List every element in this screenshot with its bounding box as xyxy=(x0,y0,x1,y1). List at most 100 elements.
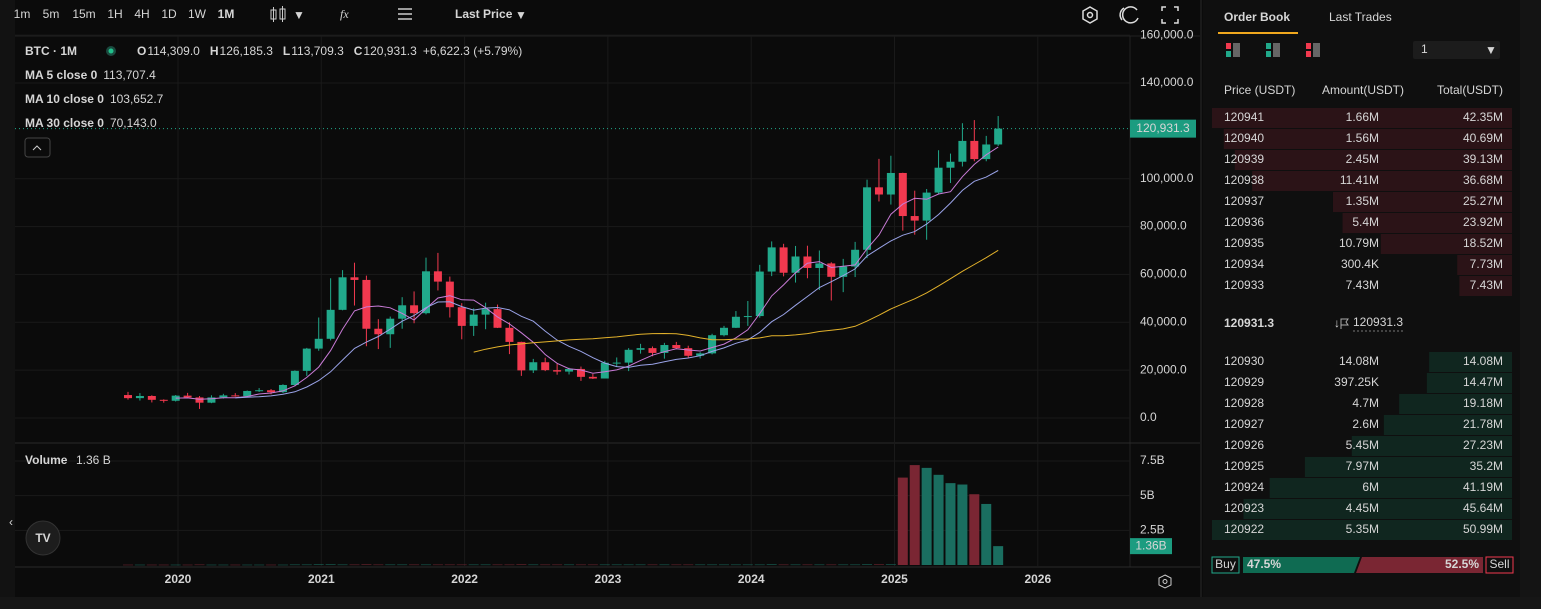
total: 39.13M xyxy=(1463,152,1503,166)
volume-bar xyxy=(707,564,718,566)
mid-price: 120931.3 xyxy=(1224,316,1274,330)
price-type[interactable]: Last Price xyxy=(455,7,513,21)
candle-body xyxy=(982,144,991,160)
candle-body xyxy=(672,345,681,349)
volume-bar xyxy=(432,564,443,566)
candle-body xyxy=(159,399,168,401)
amount: 1.56M xyxy=(1346,131,1379,145)
amount: 14.08M xyxy=(1339,354,1379,368)
volume-bar xyxy=(349,564,360,566)
candle-body xyxy=(422,271,430,314)
layout-icon[interactable] xyxy=(1266,51,1271,57)
candle-body xyxy=(541,362,550,371)
layout-icon[interactable] xyxy=(1233,43,1240,57)
sell-box xyxy=(1485,556,1514,574)
candle-body xyxy=(219,395,228,398)
candle-body xyxy=(326,309,335,339)
logo-mark: TV xyxy=(35,531,50,545)
depth-bar xyxy=(1457,255,1512,275)
indicators-button[interactable]: fx xyxy=(340,7,349,21)
x-tick-label: 2023 xyxy=(595,572,622,586)
timeframe[interactable]: 1m xyxy=(14,7,31,21)
price: 120937 xyxy=(1224,194,1264,208)
y-tick-label: 20,000.0 xyxy=(1140,362,1187,376)
candle-body xyxy=(481,309,490,315)
layout-icon[interactable] xyxy=(1266,43,1271,49)
candle-body xyxy=(946,161,955,168)
volume-bar xyxy=(277,564,288,566)
ma-line xyxy=(473,249,999,353)
menu-button[interactable] xyxy=(398,8,412,20)
volume-bar xyxy=(504,564,515,566)
dropdown-arrow[interactable]: ▼ xyxy=(515,8,527,22)
ohlc-key: C xyxy=(354,44,363,58)
candle-body xyxy=(576,368,585,377)
collapse-arrow[interactable]: ‹ xyxy=(9,515,13,529)
candle-body xyxy=(243,390,252,397)
timeframe[interactable]: 1H xyxy=(107,7,122,21)
candle-body xyxy=(207,397,216,403)
volume-bar xyxy=(325,564,336,565)
timeframe[interactable]: 15m xyxy=(72,7,95,21)
volume-bar xyxy=(170,564,181,566)
timeframe[interactable]: 1W xyxy=(188,7,207,21)
dropdown-arrow[interactable]: ▼ xyxy=(293,8,305,22)
ohlc-key: O xyxy=(137,44,146,58)
price: 120936 xyxy=(1224,215,1264,229)
amount: 6M xyxy=(1362,480,1379,494)
collapse-legend-button[interactable] xyxy=(24,137,51,158)
toolbar-right-icons[interactable] xyxy=(1082,6,1179,24)
y-tick-label: 140,000.0 xyxy=(1140,75,1194,89)
layout-icon[interactable] xyxy=(1226,43,1231,49)
ma-line xyxy=(235,170,999,399)
volume-bar xyxy=(647,564,658,566)
price: 120927 xyxy=(1224,417,1264,431)
layout-icon[interactable] xyxy=(1313,43,1320,57)
depth-bar xyxy=(1459,276,1512,296)
volume-bar xyxy=(921,467,932,565)
volume-bar xyxy=(611,564,622,566)
candle-type-button[interactable] xyxy=(270,6,286,22)
total: 50.99M xyxy=(1463,522,1503,536)
layout-icon[interactable] xyxy=(1306,43,1311,49)
tab[interactable]: Last Trades xyxy=(1329,10,1392,24)
x-tick-label: 2020 xyxy=(165,572,192,586)
depth-bar xyxy=(1351,436,1512,456)
y-tick-label: 60,000.0 xyxy=(1140,267,1187,281)
y-tick-label: 80,000.0 xyxy=(1140,219,1187,233)
tab-active[interactable]: Order Book xyxy=(1224,10,1290,24)
candle-body xyxy=(660,345,669,353)
sell-label: Sell xyxy=(1489,557,1509,571)
volume-bar xyxy=(778,564,789,566)
layout-icon[interactable] xyxy=(1306,51,1311,57)
volume-bar xyxy=(933,474,944,565)
logo[interactable] xyxy=(25,520,61,556)
candle-body xyxy=(278,384,287,393)
volume-title: Volume xyxy=(25,453,68,467)
timeframe[interactable]: 5m xyxy=(43,7,60,21)
candle-body xyxy=(171,395,180,401)
precision-arrow: ▼ xyxy=(1485,43,1497,57)
candle-body xyxy=(386,318,395,335)
timeframe[interactable]: 1D xyxy=(161,7,177,21)
volume-bar xyxy=(468,564,479,566)
candle-body xyxy=(314,338,323,349)
volume-bar xyxy=(409,564,420,566)
layout-icon[interactable] xyxy=(1226,51,1231,57)
total: 25.27M xyxy=(1463,194,1503,208)
timeframe[interactable]: 4H xyxy=(134,7,149,21)
volume-bar xyxy=(194,564,205,566)
candle-body xyxy=(874,187,883,195)
volume-bar xyxy=(158,564,169,566)
volume-bar xyxy=(242,564,253,566)
chevron-up[interactable] xyxy=(32,145,42,151)
amount: 5.4M xyxy=(1352,215,1379,229)
precision-select[interactable] xyxy=(1413,41,1500,59)
layout-icon[interactable] xyxy=(1273,43,1280,57)
timeframe[interactable]: 1M xyxy=(218,7,235,21)
volume-bar xyxy=(623,564,634,566)
candle-body xyxy=(362,279,371,329)
mid-arrow: ↓ xyxy=(1334,316,1340,330)
total: 36.68M xyxy=(1463,173,1503,187)
settings-button[interactable] xyxy=(1158,574,1172,589)
